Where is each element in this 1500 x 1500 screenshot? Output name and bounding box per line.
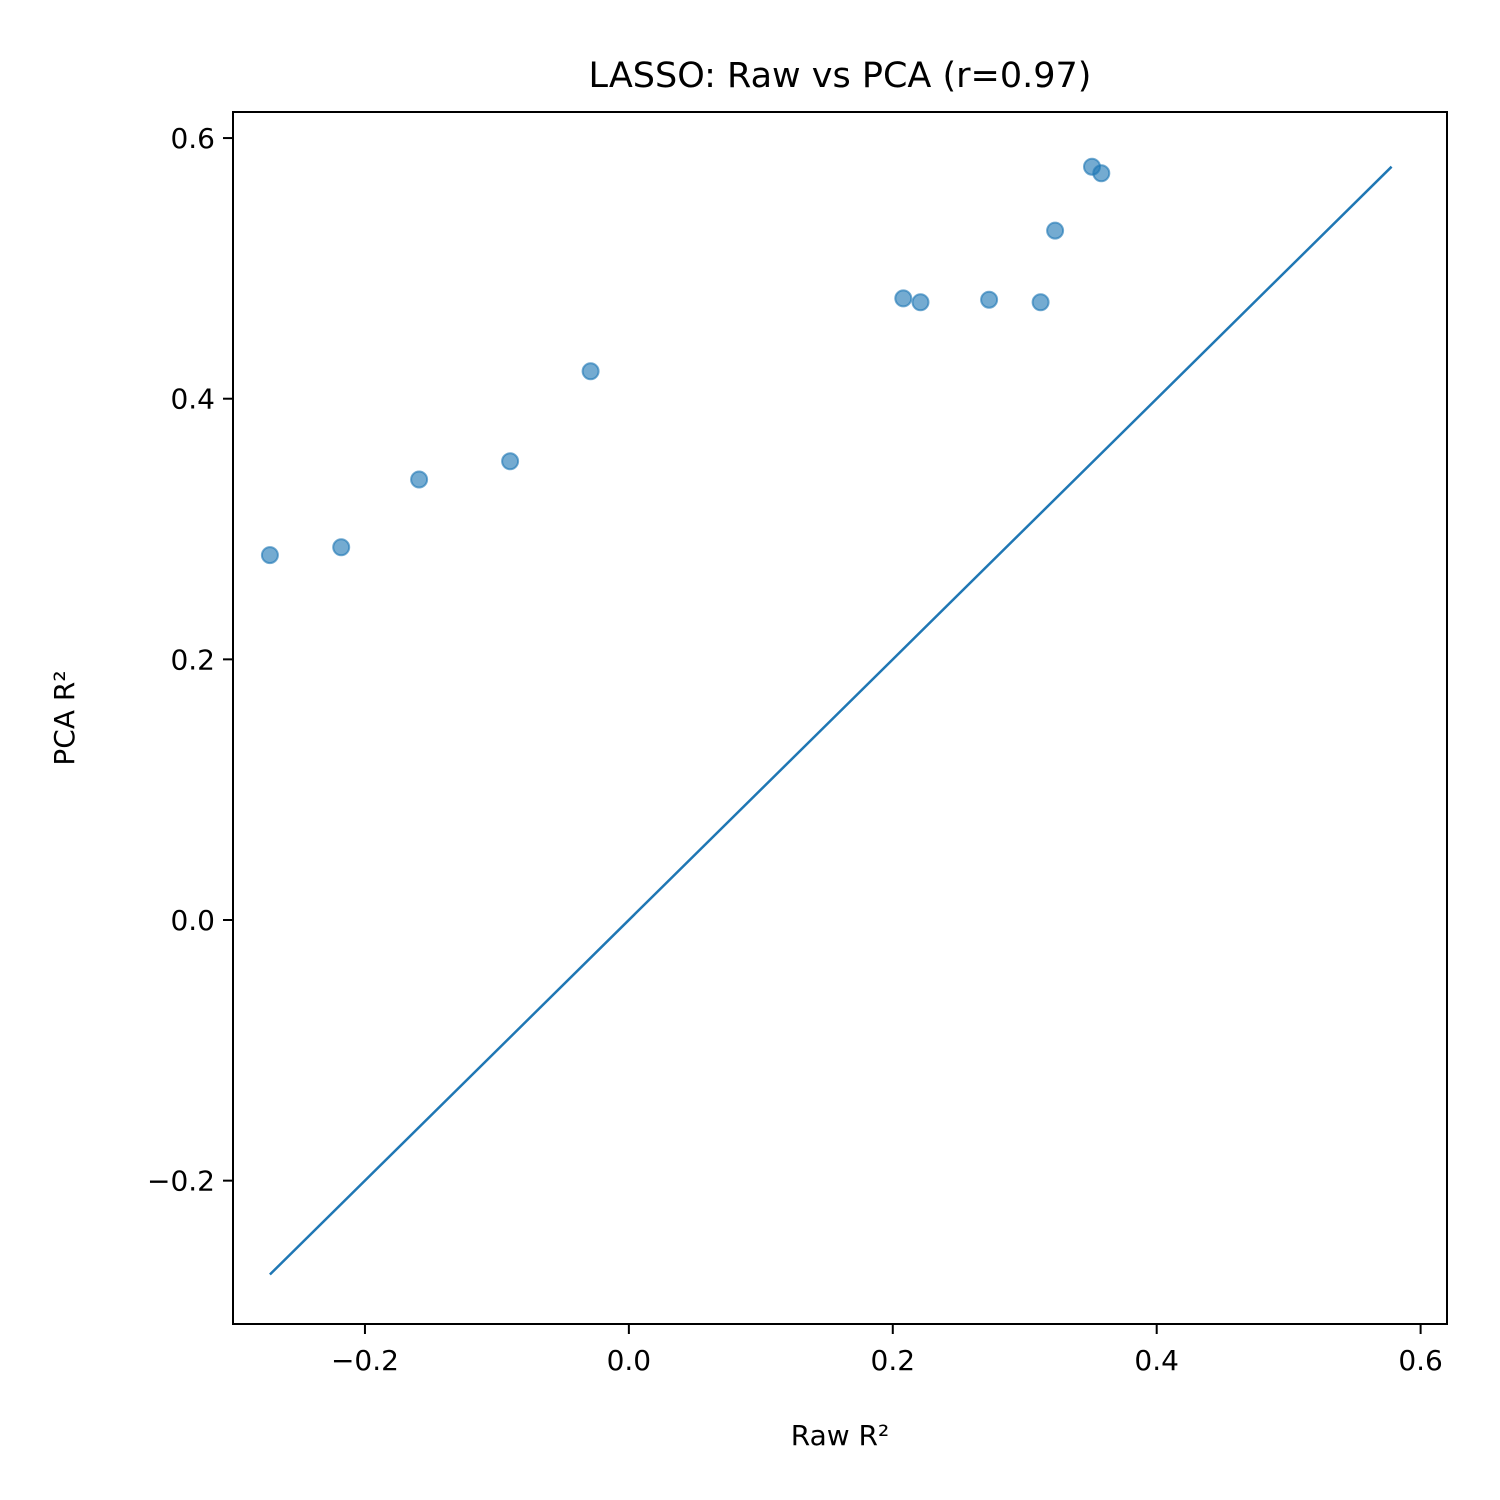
scatter-point	[1046, 221, 1065, 240]
x-axis-ticks: −0.2 0.0 0.2 0.4 0.6	[331, 1324, 1443, 1377]
scatter-point	[581, 362, 600, 381]
plot-area	[260, 157, 1393, 1276]
chart-title: LASSO: Raw vs PCA (r=0.97)	[589, 56, 1092, 96]
scatter-point	[1092, 164, 1111, 183]
scatter-point	[911, 293, 930, 312]
y-tick-label: 0.0	[170, 904, 215, 937]
plot-frame	[232, 111, 1448, 1325]
scatter-point	[410, 470, 429, 489]
x-tick-label: 0.0	[607, 1344, 652, 1377]
scatter-point	[1031, 293, 1050, 312]
x-axis-label: Raw R²	[791, 1419, 889, 1452]
scatter-point	[894, 289, 913, 308]
y-tick-label: 0.4	[170, 383, 215, 416]
scatter-point	[260, 546, 279, 565]
y-axis-ticks: −0.2 0.0 0.2 0.4 0.6	[147, 122, 233, 1198]
reference-line	[269, 165, 1393, 1276]
x-tick-label: 0.4	[1134, 1344, 1179, 1377]
x-tick-label: 0.2	[871, 1344, 916, 1377]
scatter-point	[501, 452, 520, 471]
scatter-point	[332, 538, 351, 557]
x-tick-label: 0.6	[1398, 1344, 1443, 1377]
y-tick-label: 0.6	[170, 122, 215, 155]
y-tick-label: −0.2	[147, 1165, 215, 1198]
x-tick-label: −0.2	[331, 1344, 399, 1377]
scatter-point	[980, 290, 999, 309]
y-tick-label: 0.2	[170, 643, 215, 676]
y-axis-label: PCA R²	[48, 670, 81, 765]
